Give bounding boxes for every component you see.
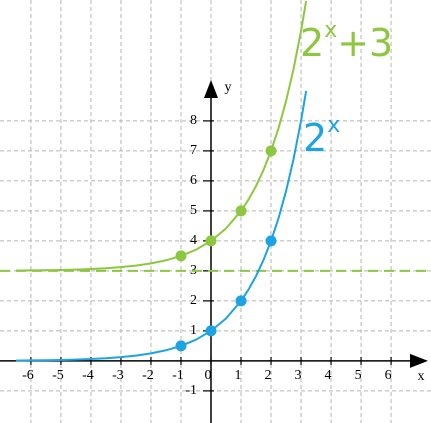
point (205, 325, 217, 337)
point (265, 145, 277, 157)
y-tick-label: 5 (190, 203, 197, 218)
y-tick-label: 4 (190, 233, 197, 248)
point (205, 235, 217, 247)
point (265, 235, 277, 247)
x-tick-label: 3 (295, 368, 302, 383)
point (235, 205, 247, 217)
point (235, 295, 247, 307)
x-tick-label: -2 (142, 368, 154, 383)
y-tick-label: 6 (190, 173, 197, 188)
x-tick-label: 6 (385, 368, 392, 383)
curve (15, 90, 308, 362)
x-tick-label: -3 (112, 368, 124, 383)
x-tick-label: -4 (82, 368, 94, 383)
curve (15, 0, 308, 272)
y-tick-label: 8 (190, 113, 197, 128)
y-tick-label: 2 (190, 293, 197, 308)
curve-label: 2x+3 (300, 18, 393, 65)
label-base: 2 (300, 21, 324, 65)
x-tick-label: 2 (265, 368, 272, 383)
x-axis-arrow (410, 353, 428, 368)
x-tick-label: 4 (325, 368, 332, 383)
x-tick-label: 1 (235, 368, 242, 383)
point (175, 340, 187, 352)
y-axis-label: y (224, 80, 231, 95)
x-tick-label: 0 (204, 368, 211, 383)
y-tick-label: 7 (190, 143, 197, 158)
x-tick-label: -5 (52, 368, 64, 383)
y-axis-arrow (203, 80, 218, 98)
x-tick-label: -6 (22, 368, 34, 383)
x-axis-label: x (418, 369, 425, 384)
label-suffix: +3 (337, 21, 393, 65)
label-exponent: x (324, 18, 337, 43)
point (175, 250, 187, 262)
x-tick-label: 5 (355, 368, 362, 383)
y-tick-label: -1 (185, 383, 197, 398)
label-exponent: x (327, 113, 340, 138)
y-tick-label: 1 (190, 323, 197, 338)
x-tick-label: -1 (172, 368, 184, 383)
label-base: 2 (303, 116, 327, 160)
curve-label: 2x (303, 113, 340, 160)
